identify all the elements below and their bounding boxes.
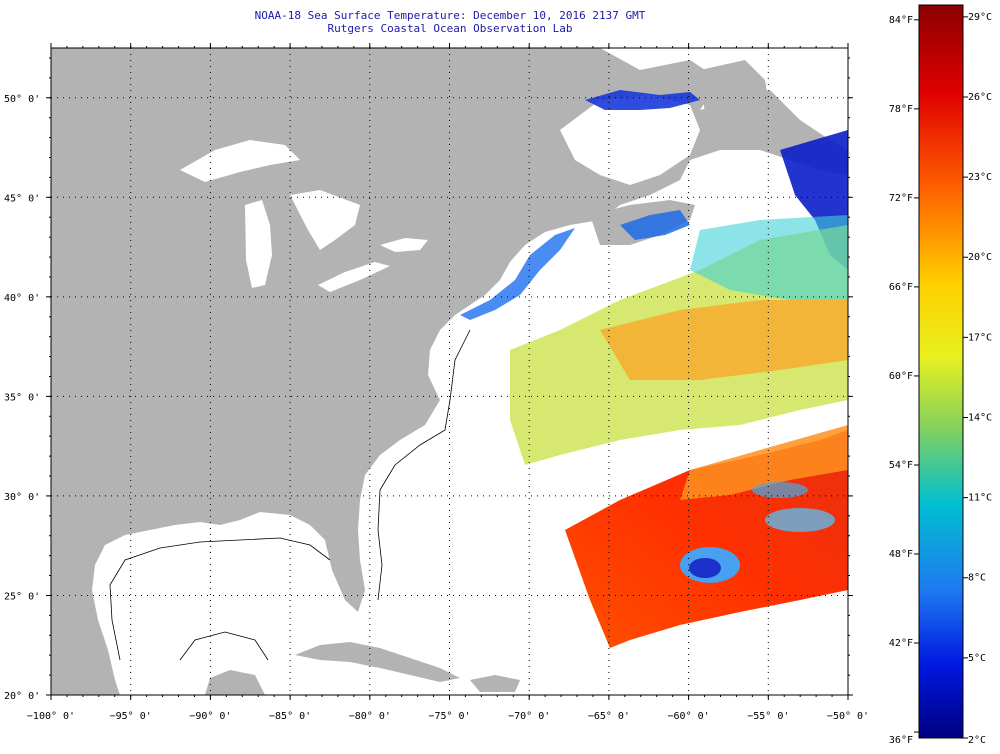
colorbar-label-c: 17°C <box>968 332 992 343</box>
lat-tick-label: 50° 0' <box>4 94 40 105</box>
lon-tick-label: −65° 0' <box>588 711 630 722</box>
colorbar-label-c: 2°C <box>968 735 986 746</box>
land-newfoundland <box>700 60 770 150</box>
lon-tick-label: −80° 0' <box>349 711 391 722</box>
sst-coastal-cold <box>460 228 575 320</box>
colorbar-label-f: 66°F <box>889 282 913 293</box>
sst-scotian-shelf-cold <box>620 210 690 240</box>
colorbar-label-f: 78°F <box>889 104 913 115</box>
lat-tick-label: 20° 0' <box>4 691 40 702</box>
lon-tick-label: −60° 0' <box>668 711 710 722</box>
land-hispaniola <box>470 675 520 692</box>
lon-tick-label: −50° 0' <box>827 711 869 722</box>
colorbar-label-f: 36°F <box>889 735 913 746</box>
lat-tick-label: 25° 0' <box>4 591 40 602</box>
colorbar-label-c: 14°C <box>968 412 992 423</box>
axis-ticks: 50° 0' 45° 0' 40° 0' 35° 0' 30° 0' 25° 0' 20° … <box>4 43 869 722</box>
graticule <box>51 48 848 695</box>
lake-michigan <box>245 200 272 288</box>
sst-cool-patch <box>765 508 835 532</box>
lon-tick-label: −75° 0' <box>428 711 470 722</box>
lon-tick-label: −70° 0' <box>508 711 550 722</box>
colorbar-label-c: 23°C <box>968 172 992 183</box>
colorbar-label-f: 72°F <box>889 193 913 204</box>
colorbar-label-c: 20°C <box>968 252 992 263</box>
lake-huron <box>290 190 360 250</box>
lon-tick-label: −95° 0' <box>110 711 152 722</box>
lon-tick-label: −85° 0' <box>269 711 311 722</box>
map-title: NOAA-18 Sea Surface Temperature: Decembe… <box>254 9 646 22</box>
colorbar-label-c: 8°C <box>968 573 986 584</box>
lat-tick-label: 35° 0' <box>4 392 40 403</box>
sst-cold-eddy-core <box>689 558 721 578</box>
lat-tick-label: 40° 0' <box>4 293 40 304</box>
colorbar-label-f: 84°F <box>889 15 913 26</box>
sst-swath-cyan <box>690 215 848 300</box>
colorbar-label-c: 11°C <box>968 493 992 504</box>
sst-gulf-stlawrence-cold <box>585 90 700 110</box>
colorbar-label-f: 54°F <box>889 460 913 471</box>
sst-swath-orange <box>600 300 848 380</box>
sst-cool-patch-2 <box>752 482 808 498</box>
colorbar-label-f: 42°F <box>889 638 913 649</box>
colorbar-label-c: 29°C <box>968 12 992 23</box>
colorbar-label-c: 5°C <box>968 653 986 664</box>
land-cuba <box>295 642 460 682</box>
map-subtitle: Rutgers Coastal Ocean Observation Lab <box>327 22 573 35</box>
lon-tick-label: −55° 0' <box>747 711 789 722</box>
sst-warm-band-upper <box>680 425 848 500</box>
colorbar <box>918 4 964 739</box>
colorbar-label-f: 60°F <box>889 371 913 382</box>
lat-tick-label: 30° 0' <box>4 492 40 503</box>
lake-superior <box>180 140 300 182</box>
lat-tick-label: 45° 0' <box>4 193 40 204</box>
colorbar-label-f: 48°F <box>889 549 913 560</box>
lon-tick-label: −100° 0' <box>27 711 75 722</box>
colorbar-label-c: 26°C <box>968 92 992 103</box>
gulf-of-st-lawrence <box>560 95 700 185</box>
lake-erie <box>318 262 390 292</box>
lake-ontario <box>380 238 428 252</box>
colorbar-ticks: 84°F 78°F 72°F 66°F 60°F 54°F 48°F 42°F 36°F 29°C… <box>889 12 992 746</box>
land-yucatan <box>205 670 265 695</box>
lon-tick-label: −90° 0' <box>189 711 231 722</box>
shelf-contour <box>377 329 471 601</box>
gulf-shelf-contour <box>109 537 331 661</box>
land-mexico <box>51 560 110 695</box>
gulf-deep-contour <box>179 631 269 661</box>
